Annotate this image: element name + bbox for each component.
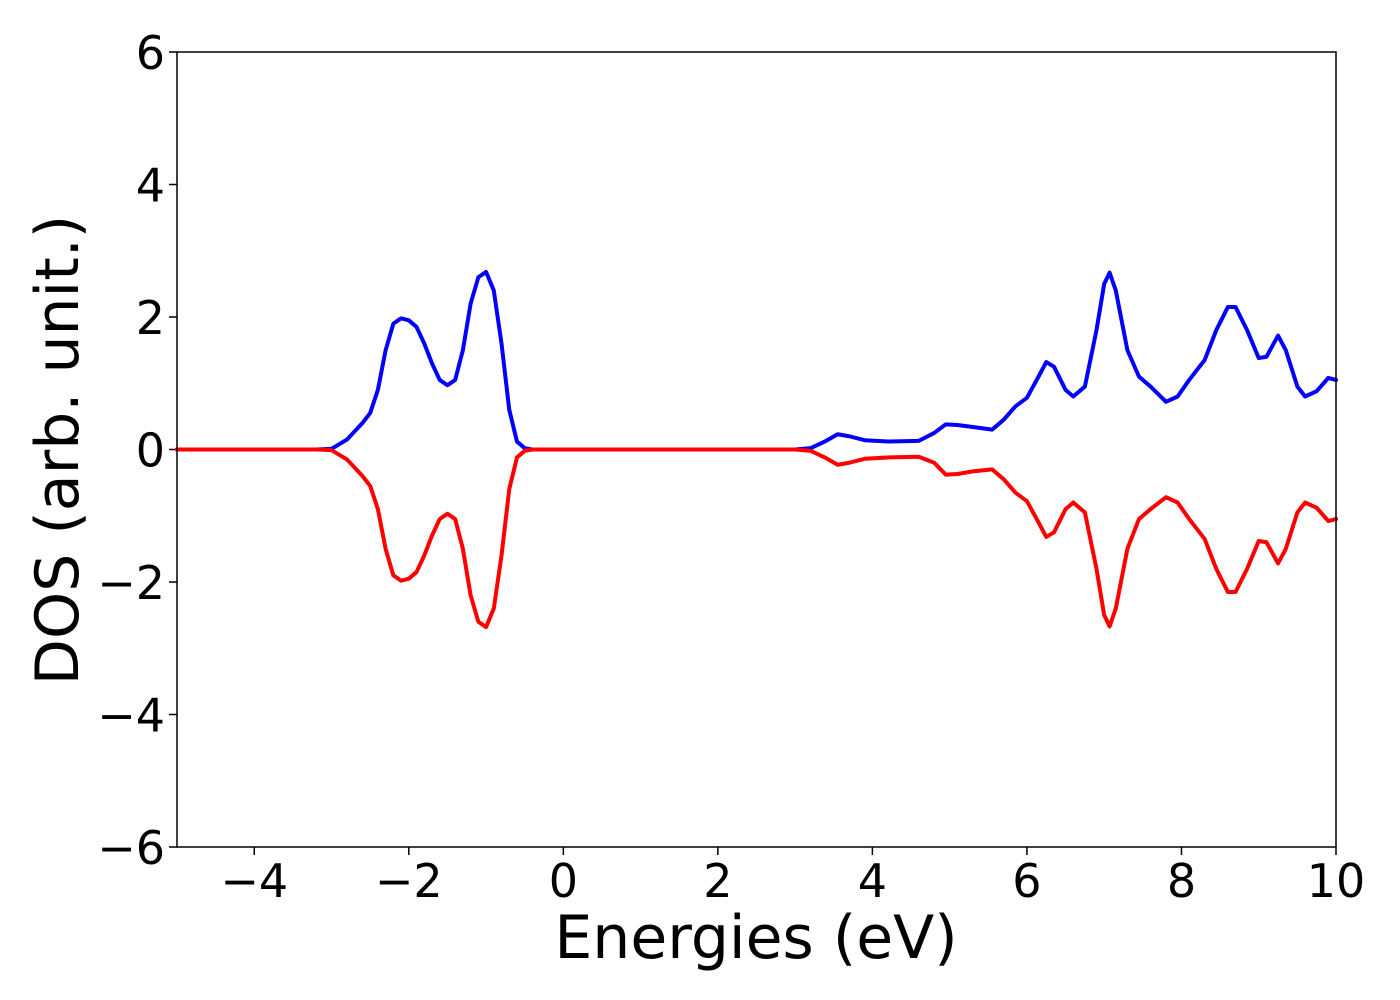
plot-frame bbox=[176, 51, 1337, 848]
x-tick-label: 2 bbox=[703, 854, 732, 908]
x-axis-label: Energies (eV) bbox=[554, 903, 957, 973]
x-tick-label: −4 bbox=[220, 854, 288, 908]
x-tick-label: 8 bbox=[1167, 854, 1196, 908]
dos-line bbox=[175, 447, 1338, 630]
y-tick-label: −4 bbox=[97, 689, 165, 743]
y-tick-label: 0 bbox=[136, 424, 165, 478]
y-tick-label: −6 bbox=[97, 821, 165, 875]
x-tick-label: 6 bbox=[1012, 854, 1041, 908]
dos-line bbox=[175, 269, 1338, 452]
x-tick-label: −2 bbox=[375, 854, 443, 908]
x-tick-label: 0 bbox=[549, 854, 578, 908]
y-axis-label: DOS (arb. unit.) bbox=[23, 215, 93, 685]
y-tick-label: 6 bbox=[136, 26, 165, 80]
y-tick-label: 2 bbox=[136, 291, 165, 345]
x-tick-label: 10 bbox=[1307, 854, 1366, 908]
y-tick-label: −2 bbox=[97, 556, 165, 610]
y-tick-label: 4 bbox=[136, 159, 165, 213]
x-tick-label: 4 bbox=[858, 854, 887, 908]
